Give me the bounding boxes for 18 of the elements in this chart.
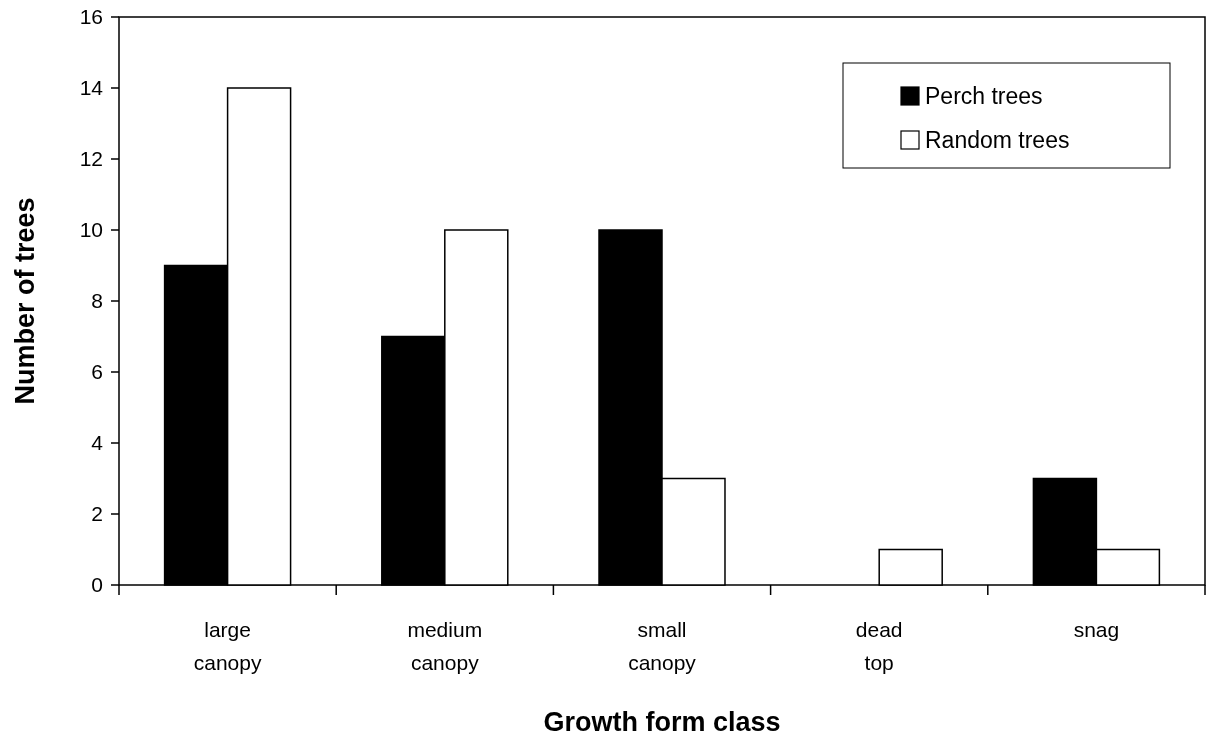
x-tick-label: small canopy: [628, 618, 697, 674]
x-tick-label: dead top: [855, 618, 903, 674]
y-tick-label: 8: [91, 289, 103, 313]
y-tick-label: 4: [91, 431, 104, 455]
y-tick-label: 16: [79, 5, 103, 29]
x-tick-label: large canopy: [193, 618, 262, 674]
y-tick-label: 10: [79, 218, 103, 242]
x-tick-label: medium canopy: [407, 618, 483, 674]
y-tick-label: 0: [91, 573, 103, 597]
legend-label: Random trees: [925, 127, 1070, 154]
y-tick-label: 2: [91, 502, 103, 526]
x-axis-title: Growth form class: [543, 707, 781, 737]
y-tick-label: 12: [79, 147, 103, 171]
y-axis-title: Number of trees: [10, 197, 40, 405]
x-tick-label: snag: [1073, 618, 1120, 641]
legend-label: Perch trees: [925, 83, 1043, 110]
y-tick-label: 14: [79, 76, 104, 100]
y-tick-label: 6: [91, 360, 103, 384]
